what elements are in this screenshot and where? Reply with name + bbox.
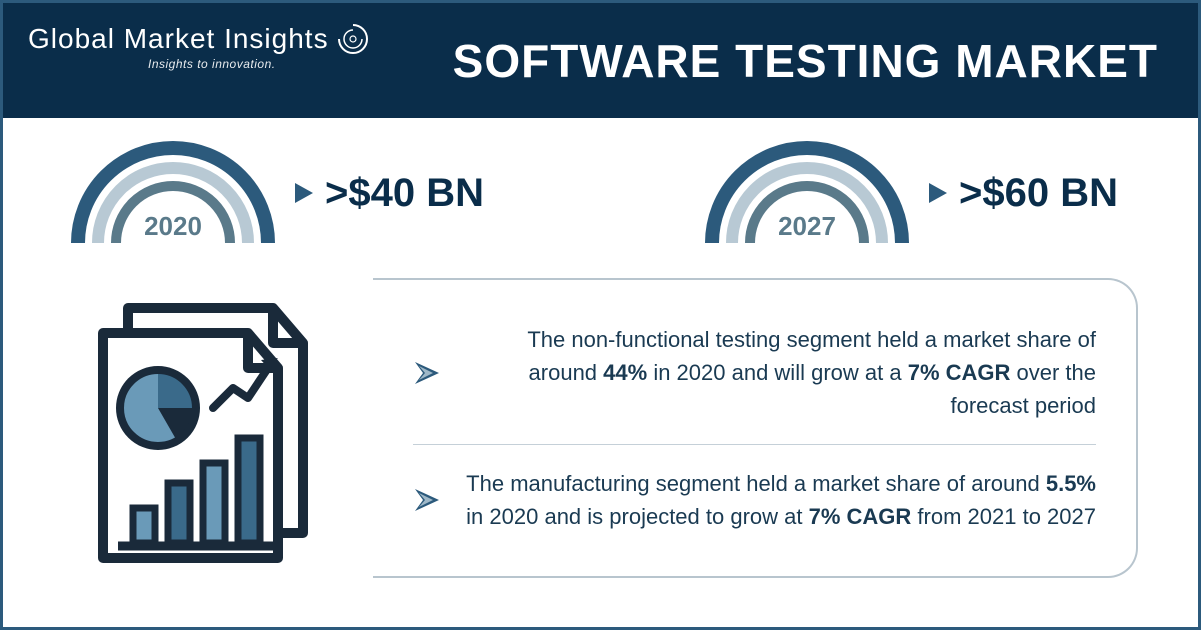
arrow-right-icon — [295, 183, 313, 203]
fact-text: The non-functional testing segment held … — [465, 323, 1096, 422]
logo-tagline: Insights to innovation. — [148, 57, 371, 71]
fact-item: The manufacturing segment held a market … — [413, 449, 1096, 551]
header: Global Market Insights Insights to innov… — [3, 3, 1198, 118]
gauge-value: >$60 BN — [959, 171, 1118, 216]
gauge-2027: 2027 >$60 BN — [697, 138, 1118, 248]
gauge-value: >$40 BN — [325, 171, 484, 216]
bullet-arrow-icon — [413, 358, 443, 388]
bullet-arrow-icon — [413, 485, 443, 515]
swirl-icon — [335, 21, 371, 57]
gauge-arc-icon: 2020 — [63, 138, 283, 248]
chart-report-icon — [63, 278, 343, 578]
logo-text: Global Market Insights — [28, 23, 329, 55]
logo-main: Global Market Insights — [28, 21, 371, 57]
fact-text: The manufacturing segment held a market … — [465, 467, 1096, 533]
logo: Global Market Insights Insights to innov… — [28, 21, 371, 71]
infographic-frame: Global Market Insights Insights to innov… — [0, 0, 1201, 630]
divider — [413, 444, 1096, 445]
gauge-2020: 2020 >$40 BN — [63, 138, 484, 248]
facts-panel: The non-functional testing segment held … — [63, 278, 1138, 578]
gauge-row: 2020 >$40 BN 2027 >$60 BN — [63, 138, 1138, 248]
gauge-arc-icon: 2027 — [697, 138, 917, 248]
content-body: 2020 >$40 BN 2027 >$60 BN — [3, 118, 1198, 578]
page-title: SOFTWARE TESTING MARKET — [453, 34, 1158, 88]
gauge-year-label: 2020 — [144, 211, 202, 242]
arrow-right-icon — [929, 183, 947, 203]
gauge-year-label: 2027 — [778, 211, 836, 242]
facts-box: The non-functional testing segment held … — [373, 278, 1138, 578]
fact-item: The non-functional testing segment held … — [413, 305, 1096, 440]
